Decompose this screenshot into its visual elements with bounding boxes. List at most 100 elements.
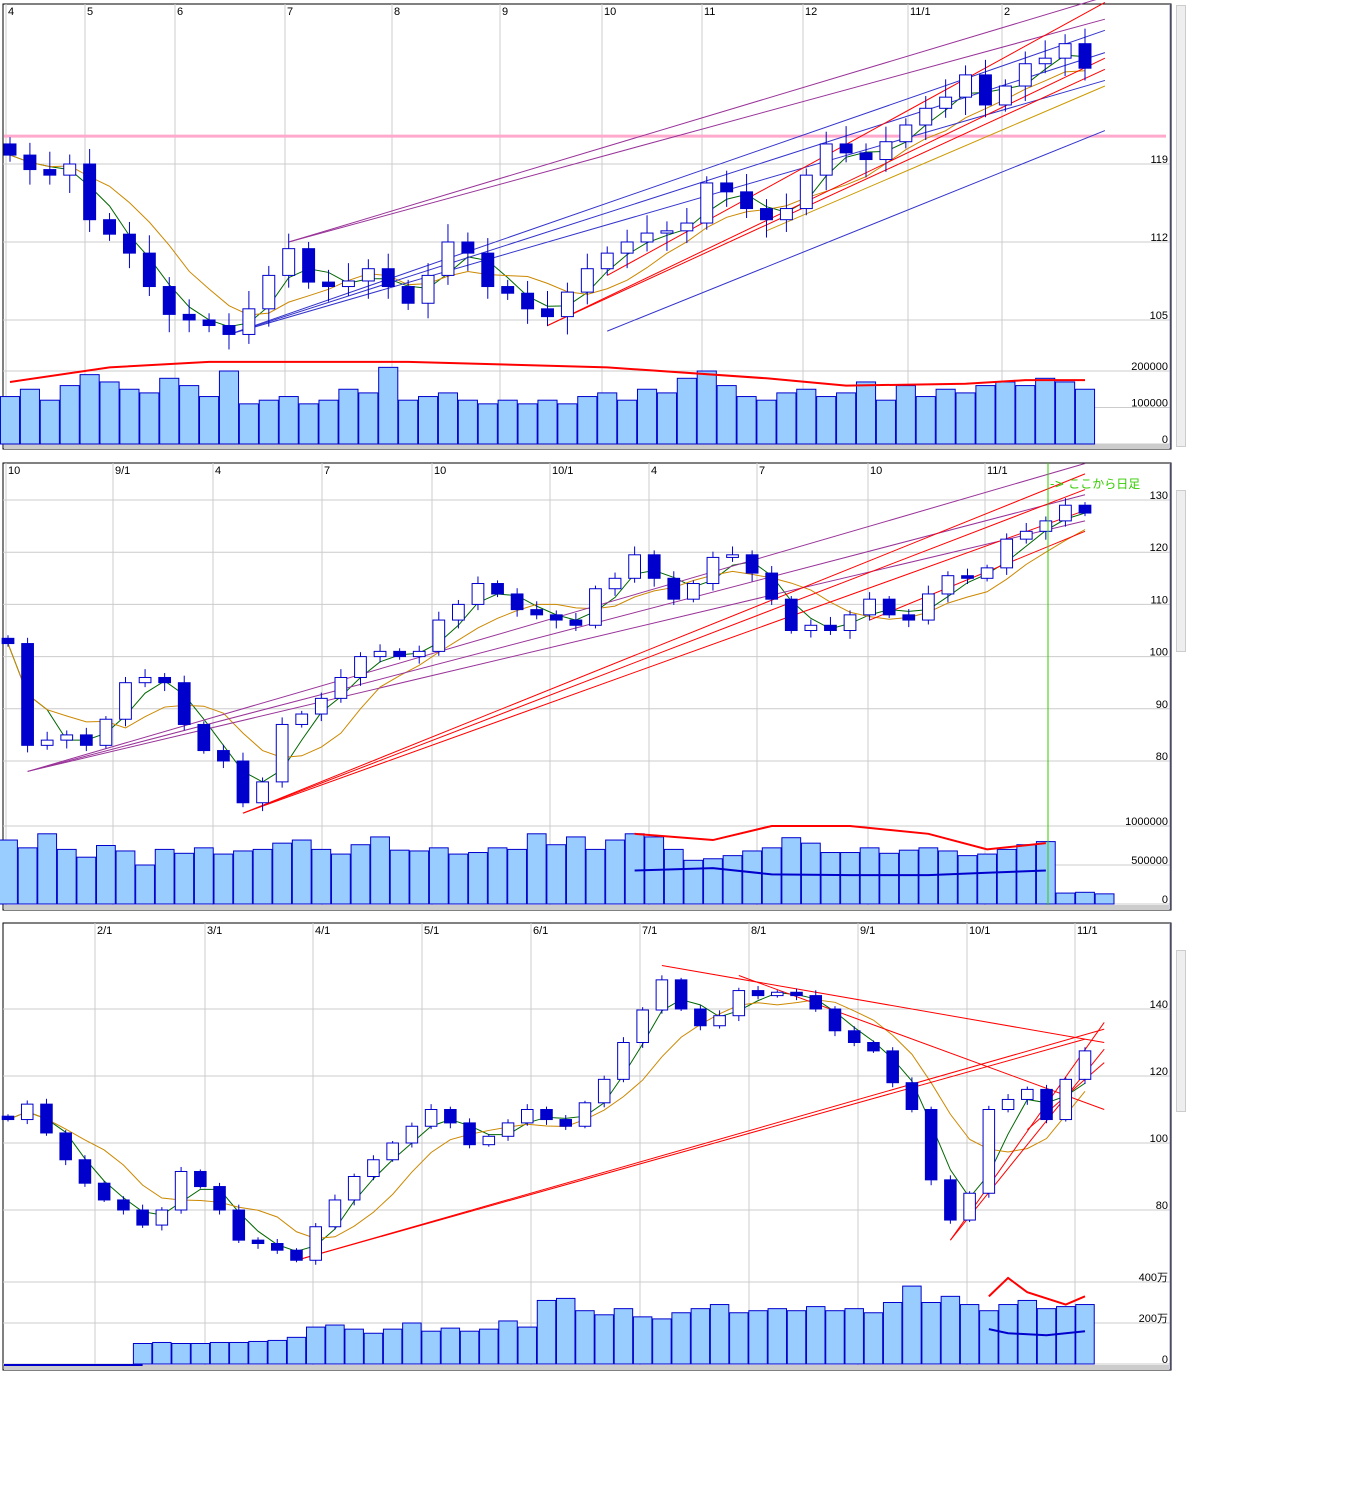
volume-bar	[1016, 844, 1037, 905]
volume-bar	[1017, 1299, 1038, 1365]
candle-up	[600, 252, 614, 270]
volume-bar	[683, 859, 704, 905]
volume-bar	[979, 1310, 999, 1365]
candle-down	[481, 252, 495, 288]
volume-bar	[468, 852, 488, 905]
volume-bar	[915, 396, 936, 445]
trendline	[607, 130, 1106, 332]
candle-down	[182, 313, 196, 321]
volume-bar	[879, 852, 900, 905]
candle-up	[819, 143, 833, 176]
volume-ma-long-line	[634, 825, 1046, 851]
volume-bar	[1056, 1306, 1076, 1365]
candle-up	[119, 682, 132, 720]
candle-down	[510, 593, 524, 611]
volume-bar	[135, 864, 155, 905]
volume-bar	[709, 1304, 730, 1365]
volume-bar	[696, 370, 717, 445]
candle-down	[103, 219, 117, 235]
side-scroll-strip-2[interactable]	[1176, 490, 1186, 652]
candle-up	[482, 1135, 496, 1146]
volume-bar	[79, 374, 100, 445]
volume-bar	[820, 852, 841, 905]
candle-up	[980, 567, 994, 579]
volume-bar	[318, 399, 339, 445]
volume-bar	[190, 1343, 211, 1365]
date-label: 11/1	[987, 465, 1008, 477]
candle-up	[779, 208, 793, 221]
volume-bar	[37, 833, 58, 905]
side-scroll-strip-1[interactable]	[1176, 5, 1186, 447]
candle-down	[1, 637, 15, 645]
date-label: 10	[604, 6, 616, 18]
volume-bar	[729, 1312, 749, 1365]
trendline	[661, 964, 1105, 1043]
date-label: 5	[87, 6, 93, 18]
price-ma-long-line	[9, 70, 1086, 316]
candle-down	[859, 152, 873, 161]
volume-bar	[1075, 891, 1095, 905]
candle-up	[921, 593, 935, 621]
price-tick-label: 105	[1150, 310, 1168, 322]
candle-down	[530, 609, 544, 616]
candle-up	[347, 1176, 361, 1201]
candle-down	[197, 723, 211, 752]
volume-bar	[796, 388, 817, 445]
volume-bar	[479, 1328, 499, 1365]
candle-up	[421, 274, 435, 304]
volume-tick-label: 0	[1162, 894, 1168, 906]
volume-bar	[421, 1330, 441, 1365]
volume-bar	[291, 839, 312, 905]
candle-up	[863, 598, 876, 616]
candle-up	[424, 1109, 438, 1127]
volume-bar	[761, 847, 782, 905]
candle-up	[242, 308, 256, 335]
candle-up	[60, 734, 74, 741]
price-ma-long-line	[7, 999, 1086, 1239]
volume-bar	[248, 1340, 268, 1365]
side-scroll-strip-3[interactable]	[1176, 950, 1186, 1112]
candle-up	[686, 583, 700, 600]
candle-up	[700, 182, 714, 224]
volume-bar	[0, 396, 21, 445]
trendline	[288, 18, 1106, 243]
date-label: 6	[177, 6, 183, 18]
candle-down	[158, 676, 172, 684]
candle-up	[40, 739, 54, 746]
volume-bar	[171, 1343, 191, 1365]
candle-up	[843, 614, 857, 632]
volume-bar	[363, 1332, 384, 1365]
candle-up	[309, 1226, 322, 1261]
volume-bar	[517, 403, 538, 445]
volume-tick-label: 0	[1162, 1354, 1168, 1366]
candle-down	[694, 1008, 707, 1027]
price-tick-label: 110	[1150, 594, 1168, 606]
volume-tick-label: 100000	[1131, 398, 1168, 410]
candle-down	[847, 1030, 861, 1044]
horizontal-scrollbar[interactable]	[4, 444, 1169, 449]
volume-bar	[556, 1297, 576, 1365]
trendline	[228, 79, 1106, 335]
candle-up	[628, 554, 641, 579]
candle-down	[501, 286, 515, 294]
volume-bar	[957, 855, 978, 905]
volume-bar	[418, 396, 439, 445]
date-label: 7/1	[642, 925, 657, 937]
horizontal-scrollbar[interactable]	[4, 905, 1169, 910]
volume-bar	[286, 1336, 307, 1365]
date-label: 8/1	[751, 925, 766, 937]
candle-down	[393, 650, 407, 658]
volume-bar	[370, 836, 390, 905]
candle-up	[899, 124, 913, 143]
candle-up	[63, 163, 77, 176]
trendline	[242, 489, 1086, 814]
horizontal-scrollbar[interactable]	[4, 1365, 1169, 1370]
candle-down	[839, 143, 853, 154]
volume-bar	[233, 850, 253, 905]
candle-down	[745, 554, 759, 574]
volume-bar	[56, 848, 77, 905]
candle-up	[1019, 530, 1033, 540]
candle-up	[963, 1192, 976, 1221]
volume-bar	[330, 853, 351, 905]
panel-frame	[2, 462, 1172, 911]
